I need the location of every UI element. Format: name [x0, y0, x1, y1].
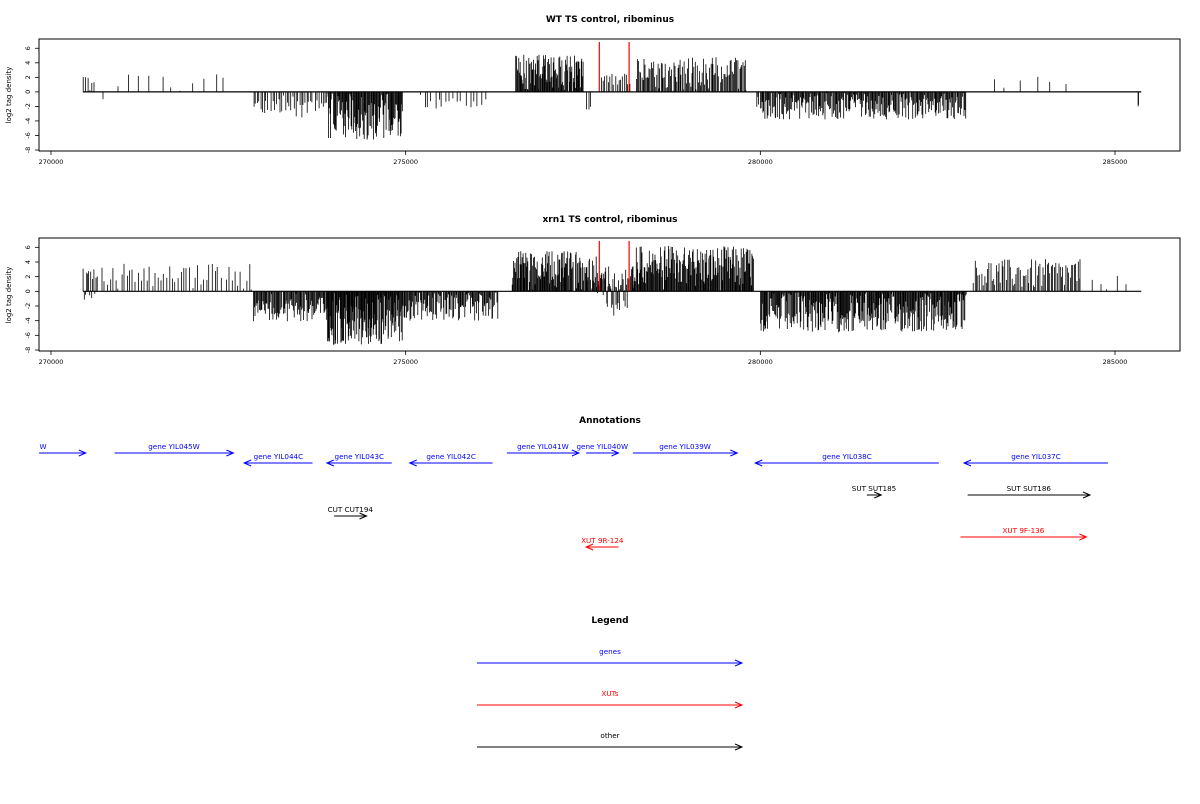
arrow-head — [571, 449, 581, 457]
y-axis-label: log2 tag density — [5, 267, 13, 324]
arrow-head — [242, 459, 252, 467]
arrow-head — [734, 701, 744, 709]
panel-title: xrn1 TS control, ribominus — [542, 215, 677, 225]
arrow-head — [611, 449, 620, 457]
y-tick-label: 2 — [24, 75, 32, 79]
y-axis: -8 -6 -4 -2 0 2 4 6 — [24, 245, 39, 353]
annotation-label: gene YIL039W — [659, 442, 711, 451]
plot-frame — [38, 237, 1181, 352]
panel-xrn1: xrn1 TS control, ribominus log2 tag dens… — [5, 215, 1181, 366]
x-tick-label: 280000 — [748, 358, 773, 366]
x-tick-label: 285000 — [1103, 158, 1128, 166]
annotation-label: gene YIL042C — [426, 452, 476, 461]
annotation-label: gene YIL041W — [517, 442, 569, 451]
arrow-head — [408, 459, 417, 467]
annotation-label: W — [39, 442, 46, 451]
annotation-label: gene YIL037C — [1011, 452, 1061, 461]
y-tick-label: 2 — [24, 275, 32, 279]
annotation-label: gene YIL040W — [577, 442, 629, 451]
arrow-head — [730, 449, 739, 457]
annotation-label: SUT SUT185 — [852, 484, 896, 493]
y-tick-label: -2 — [24, 303, 32, 309]
arrow-head — [584, 543, 594, 551]
arrow-head — [325, 459, 335, 467]
legend-entries: genes XUTs other — [477, 647, 744, 751]
x-tick-label: 270000 — [39, 358, 64, 366]
position-markers — [598, 241, 630, 292]
plot-frame — [38, 38, 1181, 152]
annotation-label: XUT 9F-136 — [1002, 526, 1044, 535]
y-tick-label: -4 — [24, 317, 32, 323]
y-axis: -8 -6 -4 -2 0 2 4 6 — [24, 46, 39, 153]
arrow-head — [1082, 491, 1092, 499]
x-tick-label: 275000 — [393, 358, 418, 366]
legend-label: other — [600, 731, 619, 740]
density-bars — [82, 54, 1139, 140]
arrow-head — [78, 449, 88, 457]
annotation-label: CUT CUT194 — [328, 505, 374, 514]
panel-title: WT TS control, ribominus — [546, 15, 674, 25]
x-tick-label: 275000 — [393, 158, 418, 166]
annotation-label: gene YIL044C — [254, 452, 304, 461]
x-tick-label: 285000 — [1103, 358, 1128, 366]
y-tick-label: -6 — [24, 332, 32, 338]
legend: Legend genes XUTs other — [477, 616, 744, 751]
legend-label: XUTs — [601, 689, 618, 698]
y-tick-label: 4 — [24, 61, 32, 65]
arrow-head — [359, 512, 368, 520]
arrow-head — [1079, 533, 1088, 541]
annotation-label: gene YIL043C — [335, 452, 385, 461]
annotation-label: gene YIL045W — [148, 442, 200, 451]
y-tick-label: -2 — [24, 103, 32, 109]
annotation-label: gene YIL038C — [822, 452, 872, 461]
y-tick-label: 4 — [24, 260, 32, 264]
density-bars — [82, 245, 1127, 345]
y-tick-label: -6 — [24, 132, 32, 138]
position-markers — [598, 42, 630, 92]
y-tick-label: -4 — [24, 118, 32, 124]
annotation-label: SUT SUT186 — [1007, 484, 1052, 493]
legend-title: Legend — [591, 616, 628, 626]
arrow-head — [734, 659, 744, 667]
annotation-label: XUT 9R-124 — [581, 536, 624, 545]
arrow-head — [874, 491, 883, 499]
annotations-title: Annotations — [579, 416, 641, 426]
y-tick-label: 0 — [24, 90, 32, 94]
arrow-head — [734, 743, 744, 751]
x-tick-label: 270000 — [39, 158, 64, 166]
y-tick-label: 6 — [24, 245, 32, 249]
arrow-head — [226, 449, 235, 457]
arrow-head — [962, 459, 972, 467]
panel-wt: WT TS control, ribominus log2 tag densit… — [5, 15, 1181, 166]
y-tick-label: -8 — [24, 347, 32, 353]
x-tick-label: 280000 — [748, 158, 773, 166]
y-tick-label: -8 — [24, 147, 32, 153]
y-tick-label: 6 — [24, 46, 32, 50]
legend-label: genes — [599, 647, 621, 656]
arrow-head — [753, 459, 763, 467]
x-axis: 270000 275000 280000 285000 — [39, 151, 1128, 166]
y-axis-label: log2 tag density — [5, 67, 13, 124]
x-axis: 270000 275000 280000 285000 — [39, 351, 1128, 366]
y-tick-label: 0 — [24, 289, 32, 293]
